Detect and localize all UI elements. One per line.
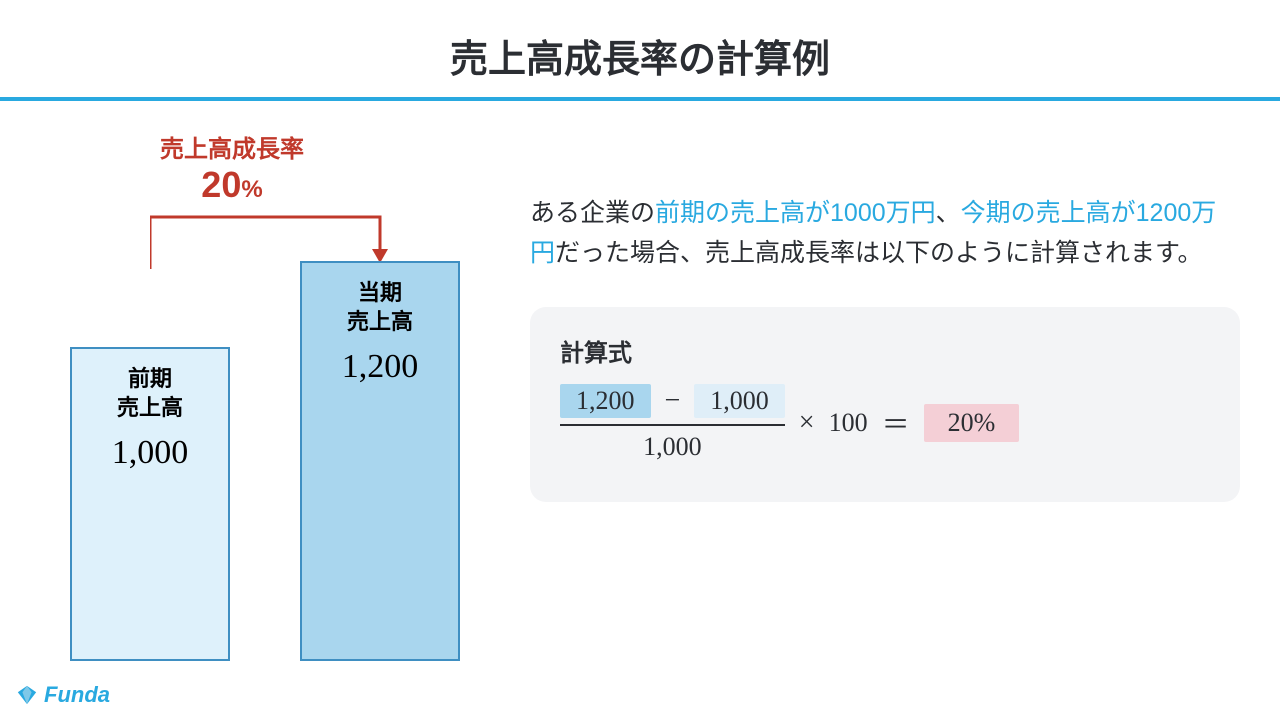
logo-text: Funda (44, 682, 110, 708)
bar-chart: 売上高成長率 20% 前期 売上高 1,000 当期 売上高 1,200 (40, 121, 480, 681)
fraction: 1,200 − 1,000 1,000 (560, 384, 785, 462)
numerator-b: 1,000 (694, 384, 785, 418)
growth-rate-label: 売上高成長率 20% (160, 129, 304, 206)
description-text: ある企業の前期の売上高が1000万円、今期の売上高が1200万円だった場合、売上… (530, 193, 1240, 273)
bar-current-period: 当期 売上高 1,200 (300, 261, 460, 661)
bar-previous-period: 前期 売上高 1,000 (70, 347, 230, 661)
numerator-a: 1,200 (560, 384, 651, 418)
formula-title: 計算式 (560, 333, 1210, 368)
times-sign: × (799, 407, 815, 439)
bar-prev-label-2: 売上高 (72, 394, 228, 423)
formula-expression: 1,200 − 1,000 1,000 × 100 ＝ 20% (560, 384, 1210, 462)
bar-prev-value: 1,000 (72, 434, 228, 472)
bar-curr-value: 1,200 (302, 348, 458, 386)
diamond-icon (16, 684, 38, 706)
page-title: 売上高成長率の計算例 (0, 0, 1280, 83)
hundred: 100 (829, 408, 868, 438)
explanation-panel: ある企業の前期の売上高が1000万円、今期の売上高が1200万円だった場合、売上… (480, 121, 1240, 681)
bar-curr-label-2: 売上高 (302, 308, 458, 337)
bar-prev-label-1: 前期 (72, 365, 228, 394)
content-area: 売上高成長率 20% 前期 売上高 1,000 当期 売上高 1,200 ある企… (0, 101, 1280, 681)
minus-sign: − (665, 385, 681, 417)
result-chip: 20% (924, 404, 1020, 442)
bar-curr-label-1: 当期 (302, 279, 458, 308)
denominator: 1,000 (643, 426, 702, 462)
growth-label-text: 売上高成長率 (160, 129, 304, 164)
growth-value: 20% (160, 164, 304, 206)
brand-logo: Funda (16, 682, 110, 708)
formula-box: 計算式 1,200 − 1,000 1,000 × 100 ＝ 20% (530, 307, 1240, 502)
equals-sign: ＝ (882, 403, 910, 443)
